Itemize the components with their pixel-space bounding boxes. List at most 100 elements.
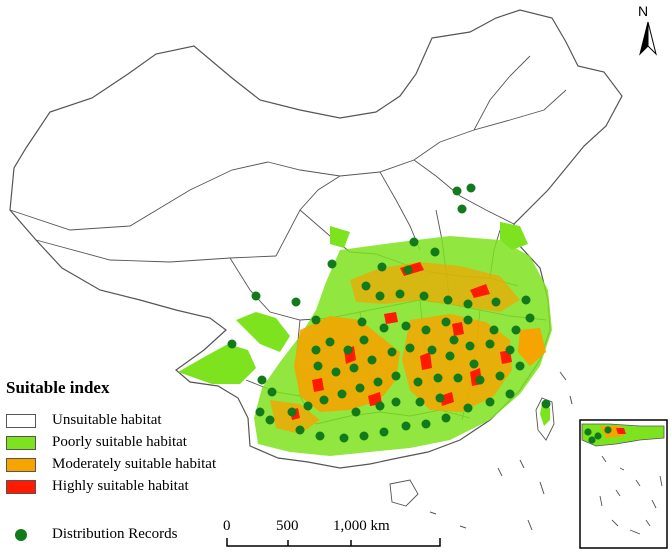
distribution-record-point xyxy=(495,371,505,381)
distribution-record-point xyxy=(401,321,411,331)
distribution-record-point xyxy=(357,317,367,327)
distribution-record-point xyxy=(421,325,431,335)
distribution-record-point xyxy=(337,389,347,399)
south-china-sea-inset xyxy=(579,419,668,549)
distribution-record-point xyxy=(379,427,389,437)
distribution-record-point xyxy=(391,371,401,381)
distribution-record-point xyxy=(405,343,415,353)
distribution-record-point xyxy=(255,407,265,417)
distribution-record-point xyxy=(355,383,365,393)
distribution-record-point xyxy=(327,259,337,269)
legend-label: Highly suitable habitat xyxy=(52,478,189,494)
distribution-record-point xyxy=(401,421,411,431)
distribution-record-point xyxy=(367,355,377,365)
distribution-record-point xyxy=(395,289,405,299)
distribution-record-point xyxy=(466,183,476,193)
unsuitable-swatch xyxy=(6,414,36,428)
distribution-record-point xyxy=(265,415,275,425)
scale-tick-500: 500 xyxy=(276,518,299,534)
distribution-record-point xyxy=(251,291,261,301)
distribution-record-point xyxy=(373,377,383,387)
distribution-record-point xyxy=(379,323,389,333)
distribution-record-point xyxy=(311,345,321,355)
distribution-record-point xyxy=(375,291,385,301)
distribution-record-point xyxy=(430,247,440,257)
distribution-record-point xyxy=(303,401,313,411)
distribution-record-point xyxy=(441,413,451,423)
distribution-record-point xyxy=(339,433,349,443)
legend-label: Unsuitable habitat xyxy=(52,412,162,428)
distribution-record-point xyxy=(359,431,369,441)
distribution-record-point xyxy=(465,341,475,351)
distribution-record-point xyxy=(415,397,425,407)
distribution-record-point xyxy=(421,419,431,429)
distribution-record-point xyxy=(511,325,521,335)
north-label: N xyxy=(638,3,649,19)
distribution-records xyxy=(227,183,551,443)
distribution-record-point xyxy=(505,389,515,399)
distribution-record-point xyxy=(361,281,371,291)
record-dot-icon xyxy=(15,529,27,541)
poorly-suitable-swatch xyxy=(6,436,36,450)
distribution-record-point xyxy=(343,345,353,355)
distribution-record-point xyxy=(319,395,329,405)
scale-bar xyxy=(226,538,441,547)
distribution-record-point xyxy=(419,291,429,301)
distribution-record-point xyxy=(443,295,453,305)
scale-tick-1000: 1,000 km xyxy=(333,518,390,534)
distribution-record-point xyxy=(403,265,413,275)
distribution-record-point xyxy=(457,204,467,214)
distribution-record-point xyxy=(521,295,531,305)
distribution-record-point xyxy=(463,403,473,413)
distribution-record-point xyxy=(409,237,419,247)
distribution-record-point xyxy=(351,407,361,417)
distribution-record-point xyxy=(445,351,455,361)
distribution-record-point xyxy=(227,339,237,349)
distribution-record-point xyxy=(375,401,385,411)
north-arrow-icon xyxy=(639,21,657,56)
legend-label: Distribution Records xyxy=(52,526,178,542)
distribution-record-point xyxy=(469,359,479,369)
distribution-record-point xyxy=(413,377,423,387)
coastal-islands xyxy=(429,371,573,531)
distribution-record-point xyxy=(377,262,387,272)
distribution-record-point xyxy=(295,425,305,435)
distribution-record-point xyxy=(475,375,485,385)
distribution-record-point xyxy=(433,373,443,383)
distribution-record-point xyxy=(287,407,297,417)
distribution-record-point xyxy=(441,317,451,327)
distribution-record-point xyxy=(349,363,359,373)
distribution-record-point xyxy=(525,313,535,323)
distribution-record-point xyxy=(257,375,267,385)
legend-label: Moderately suitable habitat xyxy=(52,456,217,472)
distribution-record-point xyxy=(291,297,301,307)
distribution-record-point xyxy=(313,361,323,371)
distribution-record-point xyxy=(515,361,525,371)
distribution-record-point xyxy=(315,431,325,441)
legend-label: Poorly suitable habitat xyxy=(52,434,187,450)
distribution-record-point xyxy=(541,399,551,409)
highly-suitable-swatch xyxy=(6,480,36,494)
distribution-record-point xyxy=(485,397,495,407)
legend-title: Suitable index xyxy=(6,378,110,397)
taiwan-suitable-area xyxy=(540,404,550,426)
distribution-record-point xyxy=(331,367,341,377)
distribution-record-point xyxy=(453,373,463,383)
distribution-record-point xyxy=(359,335,369,345)
moderately-suitable-area xyxy=(270,262,546,434)
distribution-record-point xyxy=(449,335,459,345)
distribution-record-point xyxy=(427,345,437,355)
distribution-record-point xyxy=(505,345,515,355)
scale-tick-0: 0 xyxy=(223,518,231,534)
moderately-suitable-swatch xyxy=(6,458,36,472)
distribution-record-point xyxy=(435,393,445,403)
distribution-record-point xyxy=(463,315,473,325)
distribution-record-point xyxy=(391,397,401,407)
distribution-record-point xyxy=(311,315,321,325)
distribution-record-point xyxy=(387,347,397,357)
hainan-island xyxy=(389,479,419,507)
distribution-record-point xyxy=(491,297,501,307)
distribution-record-point xyxy=(452,186,462,196)
distribution-record-point xyxy=(485,339,495,349)
